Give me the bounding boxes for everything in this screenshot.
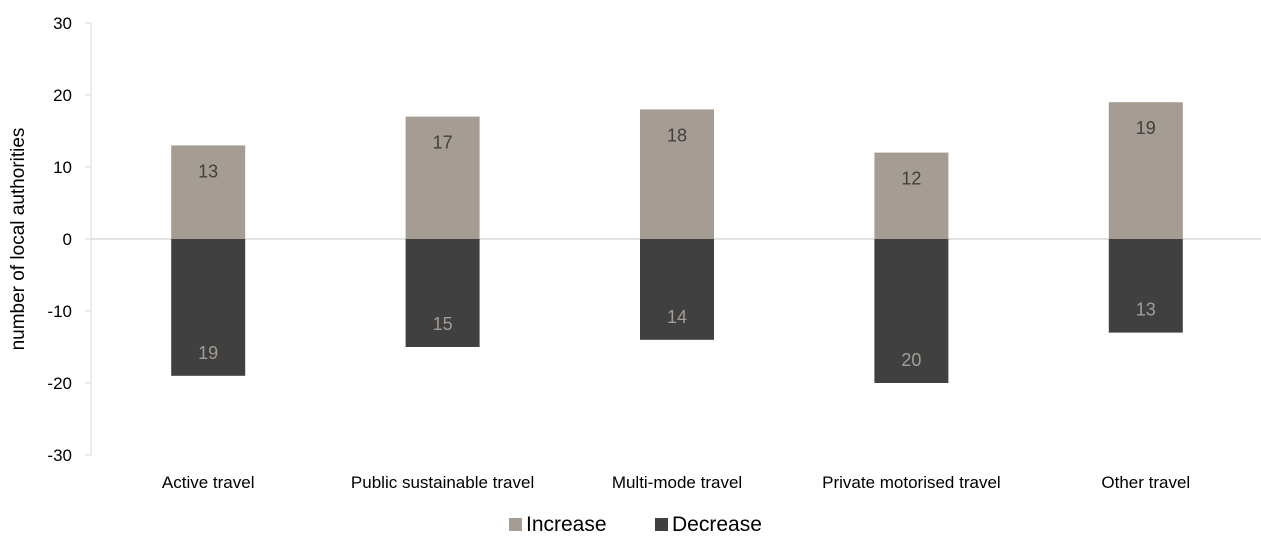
y-axis-title: number of local authorities (8, 128, 29, 351)
bar-increase (874, 152, 949, 239)
data-label: 20 (901, 350, 921, 370)
data-label: 13 (198, 161, 218, 181)
x-tick-label: Active travel (162, 473, 255, 492)
data-label: 19 (1136, 118, 1156, 138)
x-tick-label: Multi-mode travel (612, 473, 742, 492)
y-tick-label: 10 (53, 158, 72, 177)
legend-label-increase: Increase (526, 513, 607, 536)
data-label: 19 (198, 343, 218, 363)
x-tick-label: Public sustainable travel (351, 473, 534, 492)
x-tick-label: Other travel (1101, 473, 1190, 492)
legend-swatch-decrease (655, 518, 668, 531)
bar-decrease (1108, 239, 1183, 333)
data-label: 18 (667, 125, 687, 145)
data-label: 17 (433, 133, 453, 153)
legend: Increase Decrease (509, 513, 762, 536)
bar-increase (1108, 102, 1183, 239)
bar-decrease (405, 239, 480, 347)
bars: 13 19 17 15 18 14 12 20 19 13 (171, 102, 1183, 383)
y-tick-label: -20 (47, 374, 72, 393)
y-tick-label: 30 (53, 14, 72, 33)
data-label: 13 (1136, 300, 1156, 320)
y-tick-label: 0 (63, 230, 72, 249)
bar-increase (640, 109, 714, 240)
x-tick-label: Private motorised travel (822, 473, 1001, 492)
bar-decrease (171, 239, 246, 376)
bar-increase (405, 116, 480, 239)
y-tick-label: -30 (47, 446, 72, 465)
bar-increase (171, 145, 246, 239)
y-tick-label: -10 (47, 302, 72, 321)
data-label: 15 (433, 314, 453, 334)
data-label: 12 (901, 169, 921, 189)
bar-decrease (640, 239, 714, 340)
legend-swatch-increase (509, 518, 522, 531)
x-axis-labels: Active travel Public sustainable travel Mu… (162, 473, 1190, 492)
data-label: 14 (667, 307, 687, 327)
legend-label-decrease: Decrease (672, 513, 762, 536)
y-axis: -30 -20 -10 0 10 20 30 (47, 14, 92, 465)
y-tick-label: 20 (53, 86, 72, 105)
bar-decrease (874, 239, 949, 383)
